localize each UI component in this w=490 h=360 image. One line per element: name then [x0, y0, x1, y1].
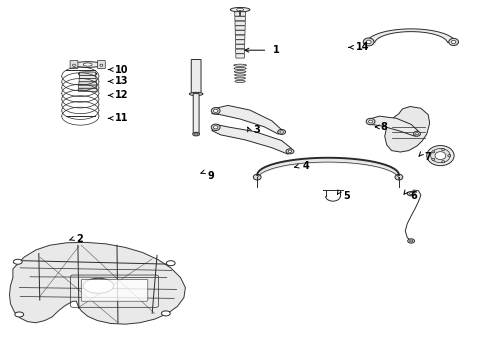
Text: 1: 1 [273, 45, 280, 55]
FancyBboxPatch shape [236, 49, 245, 53]
FancyBboxPatch shape [79, 72, 96, 75]
Ellipse shape [427, 145, 454, 166]
Text: 9: 9 [208, 171, 215, 181]
FancyBboxPatch shape [235, 26, 245, 30]
Ellipse shape [78, 72, 97, 76]
FancyBboxPatch shape [81, 279, 148, 301]
Text: 13: 13 [115, 76, 128, 86]
FancyBboxPatch shape [235, 12, 245, 16]
Ellipse shape [166, 261, 175, 266]
Ellipse shape [234, 67, 246, 69]
FancyBboxPatch shape [79, 78, 96, 82]
Ellipse shape [410, 240, 413, 242]
Ellipse shape [13, 259, 22, 264]
Text: 7: 7 [425, 152, 432, 162]
Ellipse shape [366, 118, 375, 125]
Polygon shape [367, 29, 456, 42]
Ellipse shape [410, 193, 413, 195]
Ellipse shape [449, 39, 459, 45]
Ellipse shape [235, 80, 245, 82]
Ellipse shape [211, 124, 220, 131]
Ellipse shape [73, 64, 75, 66]
FancyBboxPatch shape [98, 60, 105, 68]
Ellipse shape [414, 131, 420, 136]
Text: 5: 5 [343, 191, 350, 201]
Ellipse shape [211, 108, 220, 114]
Text: 14: 14 [356, 42, 370, 52]
FancyBboxPatch shape [80, 73, 96, 77]
Ellipse shape [363, 38, 374, 46]
FancyBboxPatch shape [236, 40, 245, 44]
FancyBboxPatch shape [191, 59, 201, 94]
Ellipse shape [288, 150, 292, 153]
FancyBboxPatch shape [79, 82, 97, 85]
Ellipse shape [286, 149, 294, 154]
Ellipse shape [235, 74, 245, 76]
FancyBboxPatch shape [236, 44, 245, 49]
Text: 12: 12 [115, 90, 128, 100]
Ellipse shape [441, 148, 444, 150]
Ellipse shape [431, 148, 450, 163]
Ellipse shape [278, 130, 286, 134]
Ellipse shape [237, 8, 244, 11]
Ellipse shape [193, 132, 199, 136]
Ellipse shape [100, 64, 103, 66]
Ellipse shape [441, 161, 444, 163]
Ellipse shape [407, 192, 415, 196]
Polygon shape [369, 116, 418, 136]
FancyBboxPatch shape [70, 60, 78, 68]
FancyBboxPatch shape [78, 85, 97, 88]
Ellipse shape [368, 120, 372, 123]
Text: 11: 11 [115, 113, 128, 123]
Ellipse shape [74, 62, 102, 67]
Ellipse shape [432, 151, 435, 153]
FancyBboxPatch shape [235, 31, 245, 35]
Ellipse shape [83, 278, 114, 293]
FancyBboxPatch shape [235, 17, 245, 21]
Ellipse shape [83, 63, 92, 66]
Ellipse shape [253, 174, 261, 180]
Ellipse shape [214, 109, 218, 112]
Ellipse shape [161, 311, 170, 316]
FancyBboxPatch shape [79, 75, 96, 78]
Ellipse shape [189, 92, 203, 95]
Ellipse shape [408, 239, 415, 243]
Ellipse shape [416, 133, 418, 135]
Ellipse shape [234, 64, 246, 66]
Ellipse shape [432, 158, 435, 161]
FancyBboxPatch shape [235, 35, 245, 40]
FancyBboxPatch shape [78, 88, 97, 91]
Ellipse shape [235, 77, 245, 79]
Ellipse shape [280, 131, 283, 133]
Ellipse shape [214, 126, 218, 129]
FancyBboxPatch shape [235, 21, 245, 26]
Ellipse shape [15, 312, 24, 317]
Ellipse shape [451, 40, 456, 44]
Ellipse shape [448, 154, 451, 157]
Ellipse shape [230, 8, 250, 12]
Text: 6: 6 [410, 191, 417, 201]
Ellipse shape [195, 133, 198, 135]
Text: 2: 2 [76, 234, 83, 244]
Polygon shape [9, 242, 185, 324]
Text: 3: 3 [254, 125, 261, 135]
Polygon shape [385, 107, 430, 152]
Ellipse shape [435, 152, 446, 159]
Polygon shape [212, 105, 282, 134]
Ellipse shape [234, 71, 246, 73]
FancyBboxPatch shape [193, 94, 199, 134]
Text: 4: 4 [303, 161, 309, 171]
FancyBboxPatch shape [236, 54, 245, 58]
Ellipse shape [395, 174, 403, 180]
Ellipse shape [366, 40, 371, 44]
Text: 10: 10 [115, 64, 128, 75]
Text: 8: 8 [381, 122, 388, 132]
Polygon shape [212, 125, 292, 154]
